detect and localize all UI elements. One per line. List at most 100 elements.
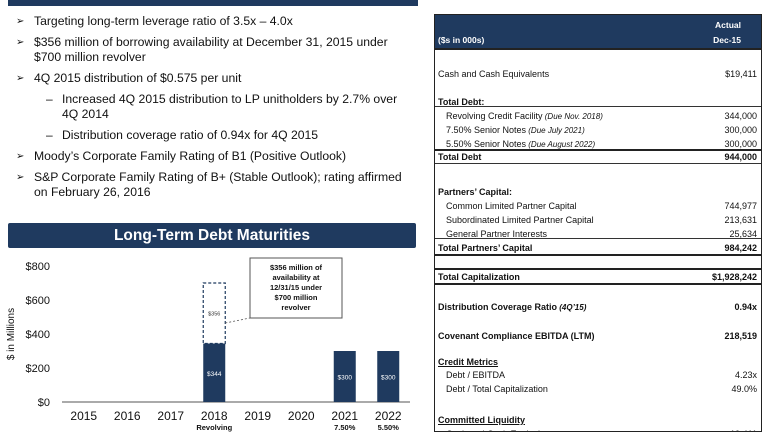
table-row: 5.50% Senior Notes (Due August 2022) 300,… bbox=[435, 137, 761, 151]
debt-maturities-title: Long-Term Debt Maturities bbox=[8, 223, 416, 248]
table-rule bbox=[435, 163, 761, 164]
table-row: Common Limited Partner Capital 744,977 bbox=[435, 199, 761, 213]
sub-bullet-item: – Distribution coverage ratio of 0.94x fo… bbox=[46, 128, 319, 142]
table-row: General Partner Interests 25,634 bbox=[435, 227, 761, 241]
bullet-item: ➢ Moody’s Corporate Family Rating of B1 (… bbox=[16, 149, 347, 163]
x-tick-label: 2019 bbox=[244, 409, 271, 423]
capitalization-table: ($s in 000s) Actual Dec-15 Cash and Cash… bbox=[434, 14, 762, 432]
header-band bbox=[8, 0, 418, 6]
callout-leader bbox=[225, 317, 251, 324]
row-value: 213,631 bbox=[724, 215, 757, 225]
table-header: ($s in 000s) Actual Dec-15 bbox=[435, 15, 761, 48]
x-tick-label: 2015 bbox=[70, 409, 97, 423]
table-row: Covenant Compliance EBITDA (LTM) 218,519 bbox=[435, 329, 761, 343]
x-tick-label: 2020 bbox=[288, 409, 315, 423]
row-value: $1,928,242 bbox=[711, 272, 757, 282]
x-tick-label: 2016 bbox=[114, 409, 141, 423]
row-value: 300,000 bbox=[724, 125, 757, 135]
y-axis-label: $ in Millions bbox=[6, 308, 17, 360]
row-label: General Partner Interests bbox=[446, 229, 548, 239]
x-tick-label: 2021 bbox=[331, 409, 358, 423]
row-label: Subordinated Limited Partner Capital bbox=[446, 215, 594, 225]
bar-value-label: $300 bbox=[338, 375, 353, 382]
row-label: Total Debt: bbox=[438, 97, 485, 107]
x-tick-label: 2018 bbox=[201, 409, 228, 423]
table-rule bbox=[435, 238, 761, 239]
row-label: Partners’ Capital: bbox=[438, 187, 513, 197]
dash-bullet-icon: – bbox=[46, 92, 53, 106]
table-rule bbox=[435, 268, 761, 270]
row-label: Distribution Coverage Ratio (4Q’15) bbox=[438, 302, 587, 312]
table-row: Total Debt 944,000 bbox=[435, 150, 761, 164]
table-row: Cash and Cash Equivalents $19,411 bbox=[435, 67, 761, 81]
table-row: Debt / EBITDA 4.23x bbox=[435, 368, 761, 382]
table-rule bbox=[435, 254, 761, 256]
bullet-item: ➢ Targeting long-term leverage ratio of 3… bbox=[16, 14, 293, 28]
table-row: Committed Liquidity bbox=[435, 413, 761, 427]
arrow-bullet-icon: ➢ bbox=[16, 37, 25, 48]
x-tick-label: 2017 bbox=[157, 409, 184, 423]
bullet-item: ➢ 4Q 2015 distribution of $0.575 per unit bbox=[16, 71, 242, 85]
y-tick-label: $200 bbox=[26, 363, 50, 375]
availability-bar bbox=[202, 282, 226, 345]
table-row: Total Partners’ Capital 984,242 bbox=[435, 241, 761, 255]
row-label: 7.50% Senior Notes (Due July 2021) bbox=[446, 125, 585, 135]
x-tick-sublabel: 5.50% bbox=[378, 423, 400, 432]
table-row: Revolving Credit Facility (Due Nov. 2018… bbox=[435, 109, 761, 123]
arrow-bullet-icon: ➢ bbox=[16, 73, 25, 84]
arrow-bullet-icon: ➢ bbox=[16, 16, 25, 27]
y-tick-label: $0 bbox=[38, 397, 50, 409]
table-row: Distribution Coverage Ratio (4Q’15) 0.94x bbox=[435, 300, 761, 314]
arrow-bullet-icon: ➢ bbox=[16, 151, 25, 162]
row-value: 218,519 bbox=[724, 331, 757, 341]
row-value: 744,977 bbox=[724, 201, 757, 211]
table-row: 7.50% Senior Notes (Due July 2021) 300,00… bbox=[435, 123, 761, 137]
row-label: Covenant Compliance EBITDA (LTM) bbox=[438, 331, 595, 341]
table-row: Subordinated Limited Partner Capital 213,… bbox=[435, 213, 761, 227]
x-tick-label: 2022 bbox=[375, 409, 402, 423]
callout-box bbox=[249, 257, 343, 319]
debt-bar bbox=[377, 351, 400, 402]
table-rule bbox=[435, 149, 761, 151]
x-tick-sublabel: Revolving bbox=[196, 423, 232, 432]
row-value: 300,000 bbox=[724, 139, 757, 149]
sub-bullet-item: – Increased 4Q 2015 distribution to LP un… bbox=[46, 92, 398, 121]
debt-bar bbox=[333, 351, 356, 402]
row-value: 344,000 bbox=[724, 111, 757, 121]
availability-value-label: $356 bbox=[208, 311, 220, 317]
row-note: (4Q’15) bbox=[557, 303, 587, 312]
row-value: $19,411 bbox=[725, 69, 757, 79]
bullet-list: ➢ Targeting long-term leverage ratio of 3… bbox=[16, 14, 416, 206]
arrow-bullet-icon: ➢ bbox=[16, 172, 25, 183]
row-note: (Due Nov. 2018) bbox=[542, 112, 603, 121]
table-row: Debt / Total Capitalization 49.0% bbox=[435, 382, 761, 396]
row-label: Committed Liquidity bbox=[438, 415, 525, 425]
debt-maturities-chart: $ in Millions $0 $200 $400 $600 $800 2015 2016 2… bbox=[6, 257, 410, 432]
row-label: Total Debt bbox=[438, 152, 482, 162]
row-value: 25,634 bbox=[729, 229, 757, 239]
y-tick-label: $600 bbox=[26, 295, 50, 307]
row-label: Revolving Credit Facility (Due Nov. 2018… bbox=[446, 111, 603, 121]
table-row: Total Capitalization $1,928,242 bbox=[435, 270, 761, 284]
table-row: Cash and Cash Equivalents 19,411 bbox=[435, 427, 761, 431]
bullet-item: ➢ S&P Corporate Family Rating of B+ (Stab… bbox=[16, 170, 402, 199]
column-header-bottom: Dec-15 bbox=[713, 35, 741, 45]
row-label: Debt / EBITDA bbox=[446, 370, 506, 380]
row-value: 4.23x bbox=[734, 370, 757, 380]
table-rule bbox=[435, 106, 761, 107]
row-note: (Due August 2022) bbox=[526, 140, 596, 149]
table-row: Partners’ Capital: bbox=[435, 185, 761, 199]
row-value: 49.0% bbox=[731, 384, 757, 394]
table-rule bbox=[435, 48, 761, 50]
y-tick-label: $800 bbox=[26, 261, 50, 273]
bar-value-label: $300 bbox=[381, 375, 396, 382]
row-label: Cash and Cash Equivalents bbox=[438, 69, 550, 79]
row-value: 944,000 bbox=[724, 152, 757, 162]
row-note: (Due July 2021) bbox=[526, 126, 585, 135]
row-label: Total Capitalization bbox=[438, 272, 520, 282]
row-value: 19,411 bbox=[730, 427, 757, 431]
row-label: 5.50% Senior Notes (Due August 2022) bbox=[446, 139, 596, 149]
row-value: 0.94x bbox=[734, 302, 757, 312]
row-label: Total Partners’ Capital bbox=[438, 243, 533, 253]
table-row: Total Debt: bbox=[435, 95, 761, 109]
